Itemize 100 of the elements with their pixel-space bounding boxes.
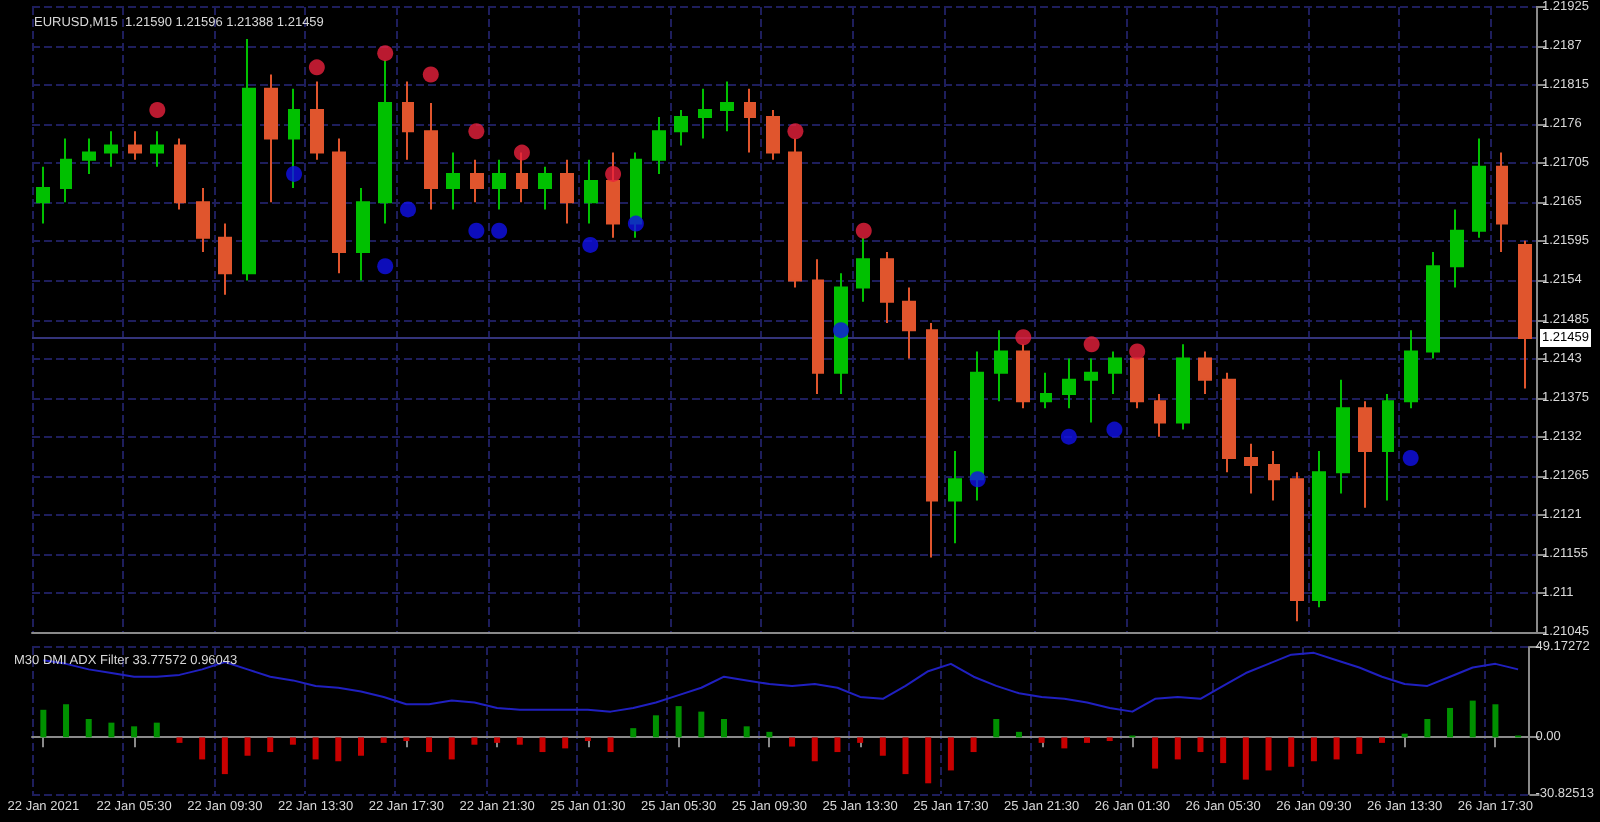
candlestick — [902, 286, 916, 360]
bar — [312, 737, 319, 760]
candlestick — [150, 130, 164, 168]
candlestick — [880, 251, 894, 325]
candlestick — [698, 87, 712, 140]
point — [1129, 343, 1146, 360]
line-series — [42, 651, 1520, 713]
point — [969, 471, 986, 488]
candlestick — [1472, 137, 1486, 239]
bar — [153, 722, 160, 738]
candlestick — [1426, 251, 1440, 360]
candlestick — [674, 108, 688, 147]
candlestick — [812, 258, 824, 396]
candlestick — [652, 116, 666, 175]
bar — [448, 737, 455, 760]
bar — [1220, 737, 1227, 764]
bar — [607, 737, 614, 753]
candlestick — [1108, 350, 1122, 396]
bar — [947, 737, 954, 771]
bar — [857, 737, 864, 743]
bar — [85, 718, 92, 738]
candlestick — [174, 137, 186, 211]
candlestick — [1268, 449, 1280, 502]
bar — [811, 737, 818, 762]
point — [149, 101, 166, 118]
bar — [176, 737, 183, 743]
candlestick — [1518, 239, 1532, 390]
bar — [1242, 737, 1249, 780]
point — [422, 66, 439, 83]
candlestick — [424, 101, 438, 211]
bar — [630, 728, 637, 738]
bar — [925, 737, 932, 784]
point — [582, 236, 599, 253]
bar — [1197, 737, 1204, 753]
bar — [1152, 737, 1159, 769]
point — [787, 123, 804, 140]
bar — [357, 737, 364, 756]
bar — [1424, 718, 1431, 738]
point — [627, 215, 644, 232]
candlestick — [606, 151, 620, 239]
bar — [108, 722, 115, 738]
bar — [879, 737, 886, 756]
bar — [1174, 737, 1181, 760]
point — [1060, 428, 1077, 445]
bar — [1084, 737, 1091, 743]
candlestick — [1358, 400, 1372, 509]
candlestick — [1244, 442, 1258, 495]
bar — [562, 737, 569, 749]
candlestick — [470, 158, 484, 204]
candlestick — [1176, 343, 1190, 431]
point — [308, 59, 325, 76]
bar — [721, 718, 727, 738]
candlestick — [926, 322, 938, 559]
candlestick — [310, 80, 324, 161]
candlestick — [82, 137, 96, 175]
bar — [1061, 737, 1068, 749]
candlestick — [994, 329, 1008, 403]
bar — [698, 711, 705, 738]
bar — [789, 737, 796, 747]
candlestick — [948, 449, 962, 545]
candlestick — [560, 158, 574, 225]
candlestick — [1496, 151, 1508, 254]
point — [400, 201, 416, 218]
candlestick — [402, 80, 414, 161]
bar — [63, 704, 70, 738]
candlestick — [744, 87, 756, 154]
candlestick — [242, 37, 256, 282]
candlestick — [196, 187, 210, 254]
bar — [289, 737, 296, 745]
bar — [516, 737, 523, 745]
candlestick — [1198, 350, 1212, 396]
candlestick — [264, 73, 278, 204]
bar — [1310, 737, 1317, 762]
candlestick — [1222, 371, 1236, 474]
point — [377, 258, 394, 275]
bar — [1356, 737, 1363, 754]
point — [605, 165, 622, 182]
candlestick — [288, 87, 300, 190]
candlestick — [970, 350, 984, 502]
bar — [1469, 700, 1476, 738]
candlestick — [1404, 329, 1418, 410]
candlestick — [538, 165, 552, 211]
candlestick — [492, 158, 506, 211]
bar — [1447, 707, 1454, 738]
candlestick — [1154, 393, 1166, 438]
point — [1106, 421, 1123, 438]
bar — [675, 706, 682, 738]
bar — [539, 737, 546, 753]
point — [1402, 450, 1419, 466]
candlestick — [356, 187, 370, 282]
bar — [40, 709, 47, 738]
bar — [471, 737, 478, 745]
candlestick — [1084, 357, 1098, 424]
candlestick — [1336, 378, 1350, 495]
bar — [1378, 737, 1385, 743]
bar — [993, 718, 1000, 738]
bar — [221, 737, 228, 775]
point — [468, 123, 485, 140]
candlestick — [218, 222, 232, 296]
bar — [1015, 731, 1022, 738]
